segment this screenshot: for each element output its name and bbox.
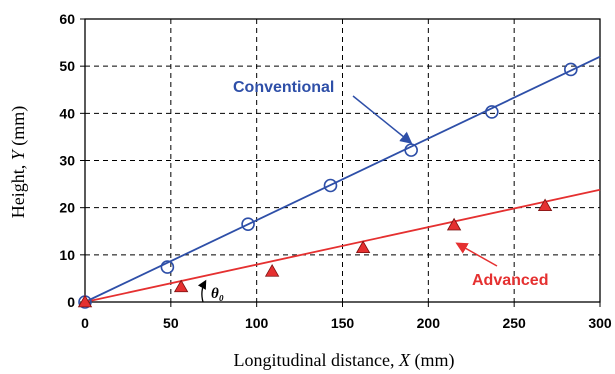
x-tick-label: 100 <box>245 315 269 331</box>
conventional-point <box>160 260 175 274</box>
plot-area <box>85 19 600 302</box>
y-tick-label: 60 <box>59 11 75 27</box>
x-tick-label: 250 <box>502 315 526 331</box>
x-tick-label: 200 <box>417 315 441 331</box>
conventional-pointer-arrow <box>352 95 413 144</box>
advanced-point <box>355 240 371 254</box>
conventional-point <box>485 105 499 119</box>
y-tick-label: 20 <box>59 200 75 216</box>
angle-label: θ₀ <box>211 286 224 302</box>
conventional-fit-line <box>84 55 601 303</box>
x-tick-label: 50 <box>163 315 179 331</box>
conventional-point <box>241 217 255 231</box>
angle-arc <box>197 279 207 303</box>
fit-lines <box>84 55 601 303</box>
conventional-point <box>564 62 578 77</box>
advanced-point <box>446 217 462 231</box>
x-axis-title: Longitudinal distance, X (mm) <box>234 350 455 371</box>
conventional-point <box>323 178 338 193</box>
x-tick-label: 150 <box>331 315 355 331</box>
conventional-point <box>404 143 418 157</box>
y-tick-label: 30 <box>59 153 75 169</box>
advanced-point <box>77 294 93 308</box>
advanced-pointer-arrow <box>455 242 498 267</box>
x-tick-label: 300 <box>588 315 612 331</box>
y-tick-label: 40 <box>59 105 75 121</box>
y-tick-label: 10 <box>59 247 75 263</box>
plot-frame <box>84 18 601 303</box>
y-tick-label: 50 <box>59 58 75 74</box>
advanced-point <box>537 198 553 212</box>
y-tick-label: 0 <box>67 294 75 310</box>
series-label-advanced: Advanced <box>472 272 548 289</box>
y-axis-title: Height, Y (mm) <box>8 106 29 219</box>
data-markers <box>77 62 578 309</box>
x-tick-label: 0 <box>81 315 89 331</box>
advanced-fit-line <box>84 188 601 303</box>
grid <box>85 19 600 302</box>
tick-labels: 0 50 100 150 200 250 300 0 10 20 30 40 50 60 <box>59 11 611 331</box>
series-label-conventional: Conventional <box>233 79 334 96</box>
advanced-point <box>264 264 280 277</box>
advanced-point <box>173 279 189 293</box>
